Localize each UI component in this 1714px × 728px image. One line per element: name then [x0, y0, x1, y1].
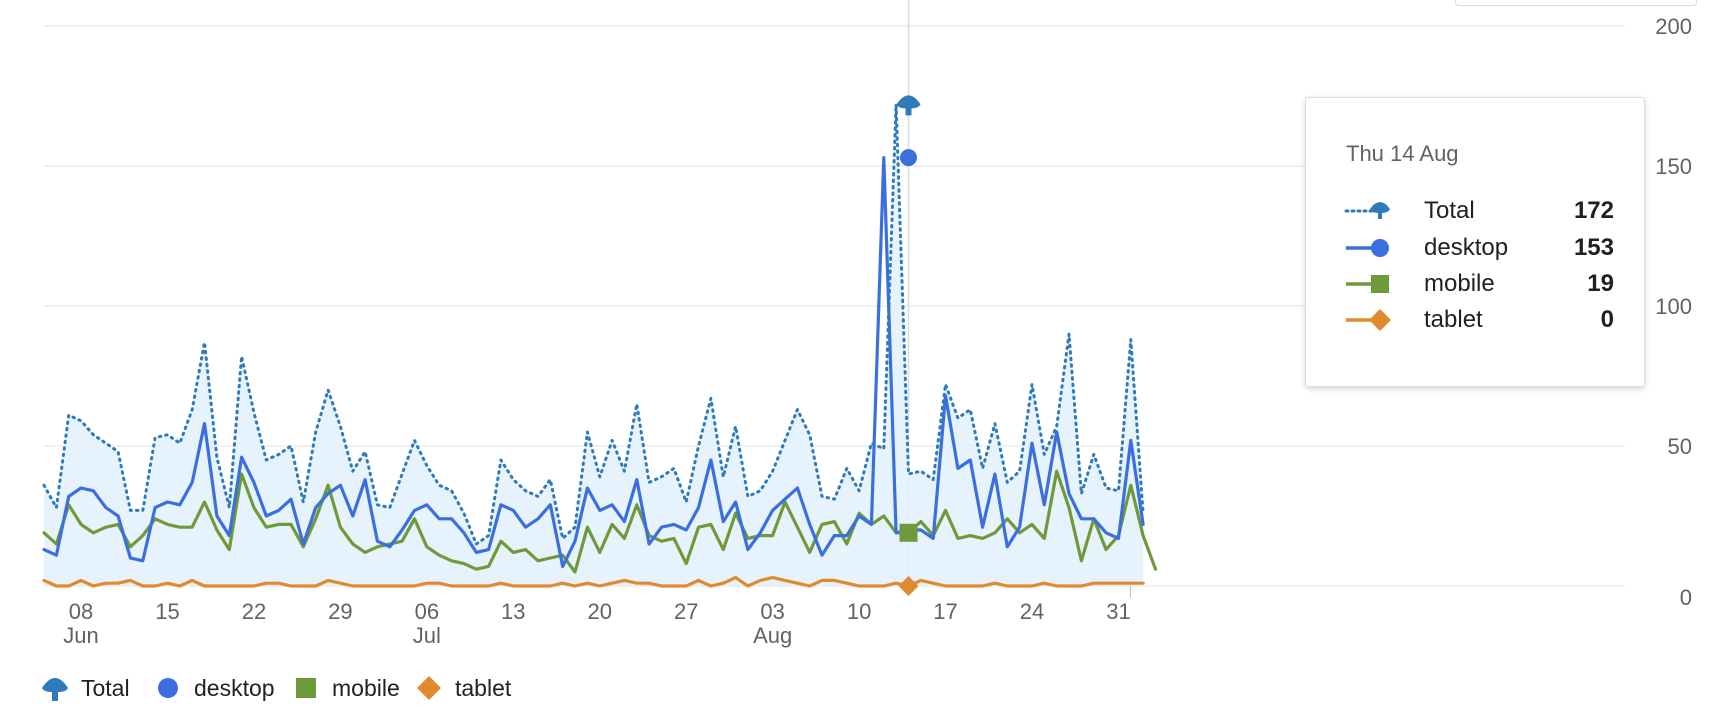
- hover-markers: [896, 95, 921, 596]
- tear-icon: [42, 678, 68, 701]
- series-line-tablet: [42, 576, 1145, 588]
- marker-tablet: [898, 576, 919, 596]
- legend-label: tablet: [455, 675, 512, 701]
- legend-item-desktop[interactable]: desktop: [158, 675, 275, 701]
- x-tick-label: 03: [760, 599, 784, 624]
- y-tick-label: 150: [1655, 154, 1692, 179]
- tooltip-value-desktop: 153: [1573, 234, 1614, 261]
- x-tick-label: 13: [501, 599, 525, 624]
- x-tick-label: 15: [155, 599, 179, 624]
- tooltip-value-total: 172: [1573, 197, 1614, 224]
- square-icon: [296, 678, 316, 698]
- y-tick-label: 100: [1655, 294, 1692, 319]
- diamond-icon: [417, 676, 441, 700]
- top-right-control[interactable]: [1455, 0, 1697, 6]
- diamond-icon: [1346, 309, 1391, 331]
- y-tick-label: 0: [1680, 585, 1692, 610]
- legend-item-mobile[interactable]: mobile: [296, 675, 400, 701]
- tooltip-name-total: Total: [1424, 197, 1475, 224]
- legend-label: mobile: [332, 675, 400, 701]
- x-tick-label: 10: [847, 599, 871, 624]
- tooltip-date: Thu 14 Aug: [1346, 141, 1459, 166]
- x-tick-label: 06: [415, 599, 439, 624]
- x-tick-month: Jul: [413, 623, 441, 648]
- legend-label: Total: [81, 675, 130, 701]
- x-tick-label: 27: [674, 599, 698, 624]
- y-tick-label: 200: [1655, 14, 1692, 39]
- marker-total: [896, 95, 921, 116]
- x-tick-label: 24: [1020, 599, 1044, 624]
- x-tick-month: Jun: [63, 623, 98, 648]
- legend-label: desktop: [194, 675, 275, 701]
- circle-icon: [158, 678, 178, 698]
- tear-icon: [1344, 202, 1390, 219]
- marker-mobile: [899, 523, 918, 542]
- tooltip-name-tablet: tablet: [1424, 306, 1483, 333]
- legend[interactable]: Total desktop mobile tablet: [42, 675, 512, 701]
- tooltip-row-mobile: mobile 19: [1344, 268, 1614, 300]
- series-line-desktop: [42, 156, 1145, 568]
- tooltip-value-tablet: 0: [1600, 306, 1614, 333]
- marker-desktop: [900, 149, 917, 167]
- x-tick-label: 22: [242, 599, 266, 624]
- tooltip-value-mobile: 19: [1587, 270, 1614, 297]
- tooltip-name-desktop: desktop: [1424, 234, 1509, 261]
- x-tick-label: 17: [933, 599, 957, 624]
- square-icon: [1346, 275, 1389, 293]
- y-tick-label: 50: [1668, 434, 1692, 459]
- x-tick-label: 29: [328, 599, 352, 624]
- y-axis-ticks: 200 150 100 50 0: [1655, 14, 1692, 610]
- series-line-total: [42, 102, 1145, 546]
- tooltip-name-mobile: mobile: [1424, 270, 1495, 297]
- x-tick-label: 08: [69, 599, 93, 624]
- circle-icon: [1346, 239, 1389, 257]
- legend-item-tablet[interactable]: tablet: [417, 675, 512, 701]
- total-area: [44, 104, 1144, 587]
- tooltip-row-desktop: desktop 153: [1344, 232, 1614, 264]
- x-tick-label: 31: [1106, 599, 1130, 624]
- hover-tooltip: Thu 14 Aug Total 172 desktop 153 mobile …: [1305, 97, 1645, 387]
- tooltip-row-tablet: tablet 0: [1344, 304, 1614, 336]
- x-tick-label: 20: [588, 599, 612, 624]
- series-line-mobile: [42, 469, 1158, 574]
- legend-item-total[interactable]: Total: [42, 675, 130, 701]
- tooltip-row-total: Total 172: [1344, 195, 1614, 227]
- x-tick-month: Aug: [753, 623, 792, 648]
- series-lines: [42, 102, 1158, 588]
